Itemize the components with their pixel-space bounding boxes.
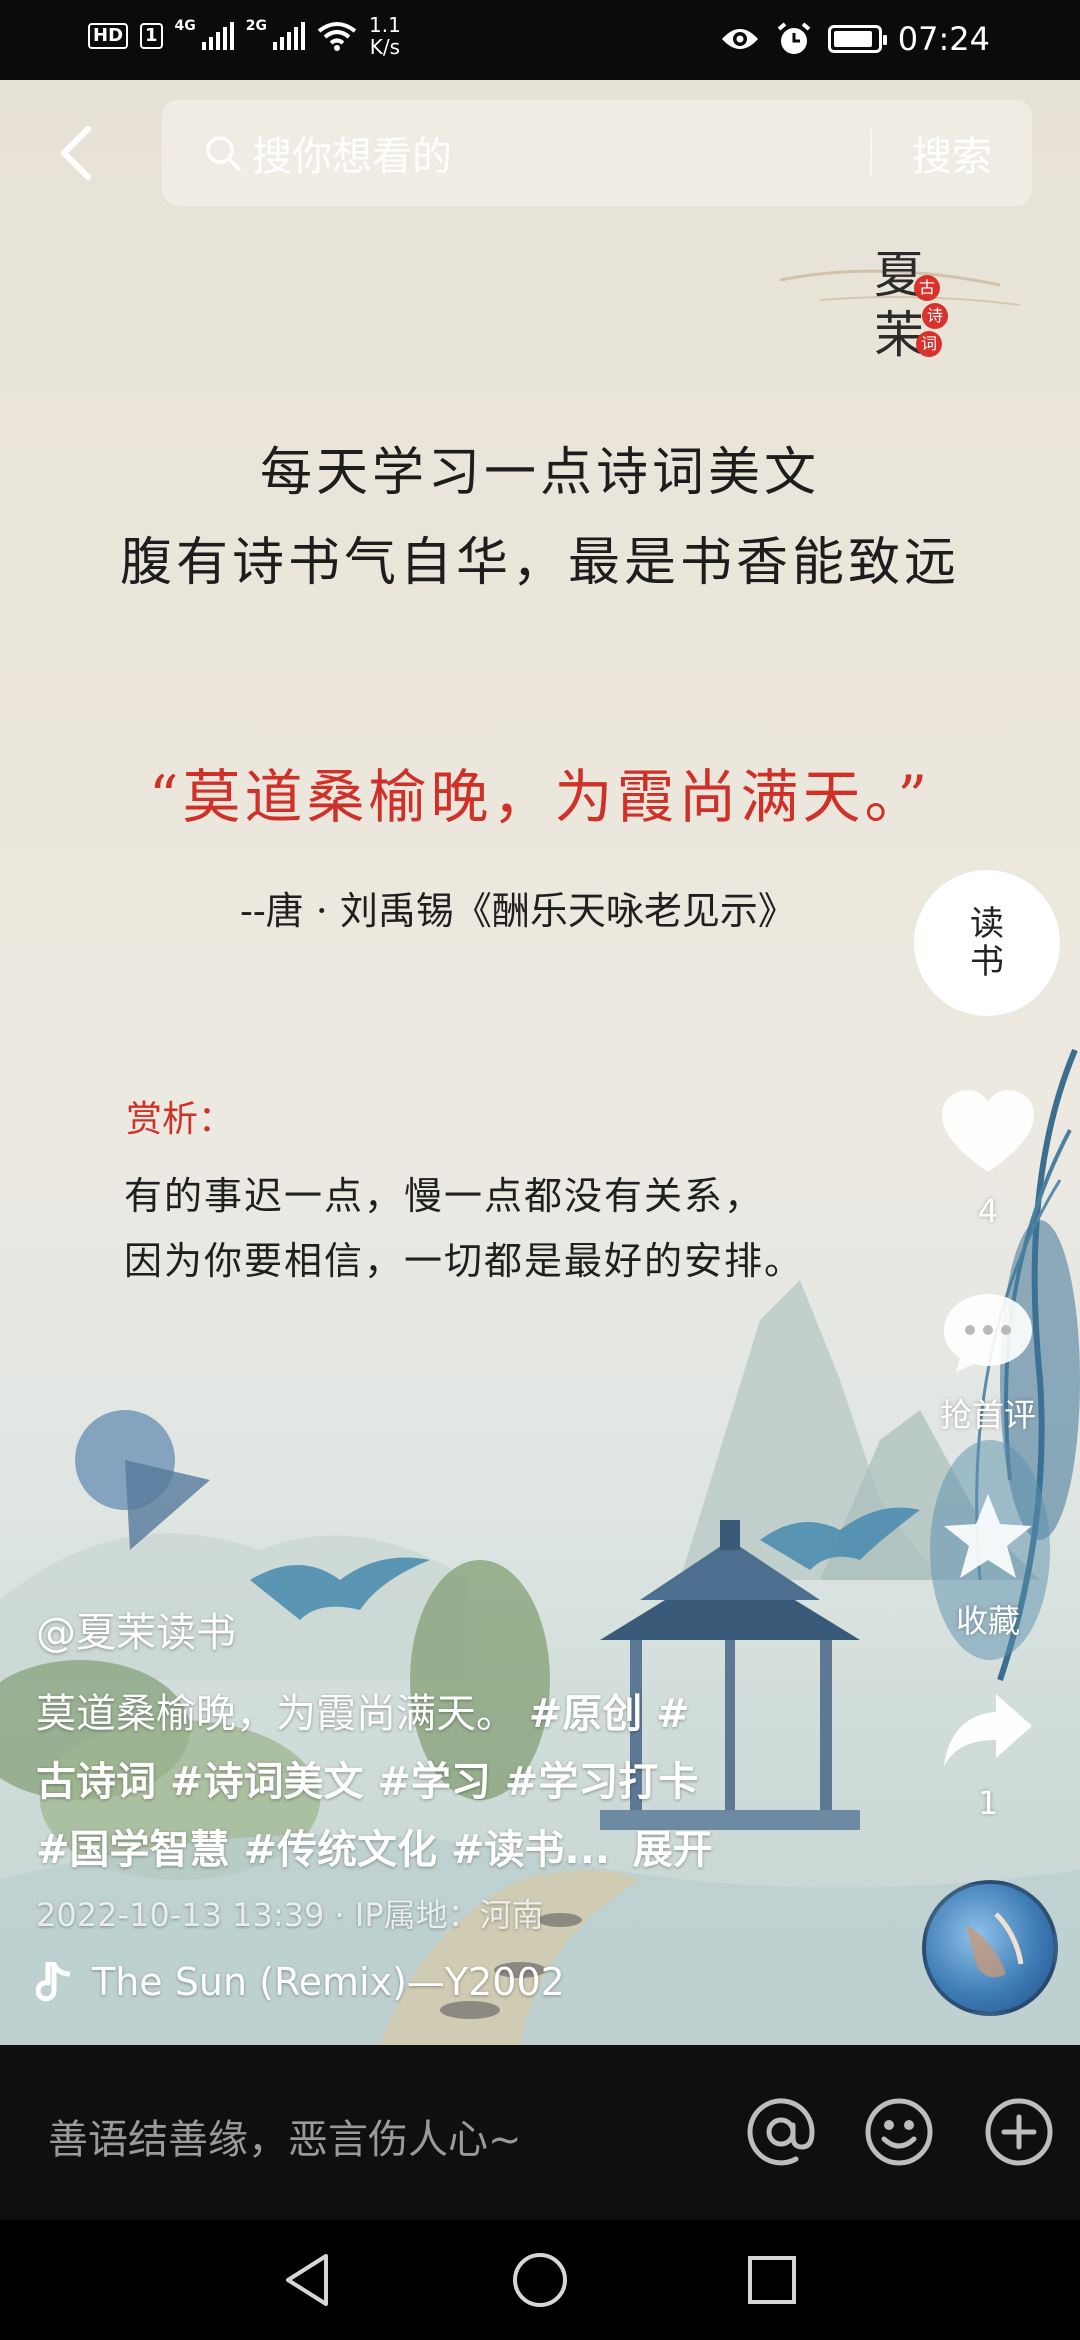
nav-back-icon[interactable] (276, 2248, 340, 2312)
add-icon[interactable] (982, 2095, 1056, 2169)
hashtags-1[interactable]: #原创 # (528, 1691, 690, 1737)
music-info[interactable]: The Sun (Remix)—Y2002 (36, 1960, 565, 2004)
share-button[interactable]: 1 (930, 1690, 1046, 1822)
nav-home-icon[interactable] (508, 2248, 572, 2312)
analysis-line-1: 有的事迟一点，慢一点都没有关系， (124, 1174, 765, 1218)
logo-seal-1: 古 (914, 275, 940, 301)
clock: 07:24 (897, 20, 990, 58)
status-right: 07:24 (720, 20, 990, 58)
comment-input[interactable]: 善语结善缘，恶言伤人心~ (48, 2117, 522, 2163)
landscape-illustration (0, 269, 1080, 2045)
heart-icon (942, 1090, 1034, 1172)
favorite-label: 收藏 (955, 1602, 1020, 1640)
music-title: The Sun (Remix)—Y2002 (92, 1960, 565, 2004)
emoji-icon[interactable] (862, 2095, 936, 2169)
favorite-button[interactable]: 收藏 (930, 1490, 1046, 1642)
poem-quote: “莫道桑榆晚，为霞尚满天。” (148, 763, 932, 831)
comment-button[interactable]: 抢首评 (930, 1290, 1046, 1436)
signal-icon-2 (273, 22, 306, 50)
status-bar: HD 1 4G 2G 1.1 K/s 07:24 (0, 0, 1080, 80)
wifi-icon (317, 22, 357, 51)
author-avatar[interactable]: 读书 (914, 870, 1060, 1016)
search-icon (206, 136, 241, 171)
top-bar: 搜你想看的 搜索 (0, 100, 1080, 210)
comment-label: 抢首评 (939, 1396, 1036, 1434)
system-nav-bar (0, 2220, 1080, 2340)
alarm-icon (777, 22, 811, 54)
analysis-line-2: 因为你要相信，一切都是最好的安排。 (124, 1239, 805, 1283)
music-disc[interactable] (922, 1880, 1058, 2016)
search-button[interactable]: 搜索 (912, 134, 992, 180)
logo-seal-2: 诗 (922, 303, 948, 329)
headline-line-1: 每天学习一点诗词美文 (259, 443, 820, 503)
network-speed: 1.1 K/s (369, 14, 401, 58)
search-divider (870, 129, 872, 177)
hashtags-2[interactable]: 古诗词 #诗词美文 #学习 #学习打卡 (36, 1759, 699, 1805)
hashtags-3[interactable]: #国学智慧 #传统文化 #读书... (36, 1827, 610, 1873)
headline-line-2: 腹有诗书气自华，最是书香能致远 (119, 533, 960, 593)
network-type-1: 4G (174, 18, 196, 34)
expand-button[interactable]: 展开 (632, 1827, 713, 1873)
video-player[interactable]: 搜你想看的 搜索 夏 茉 古 诗 词 每天学习一点诗词美文 腹有诗书气自华，最是… (0, 80, 1080, 2045)
post-timestamp: 2022-10-13 13:39 · IP属地：河南 (36, 1896, 544, 1934)
network-type-2: 2G (245, 18, 268, 34)
sim-badge: 1 (140, 23, 163, 49)
mention-icon[interactable] (744, 2095, 818, 2169)
search-box[interactable]: 搜你想看的 搜索 (162, 100, 1032, 206)
battery-fill (833, 31, 872, 47)
logo-seal-3: 词 (916, 331, 942, 357)
music-disc-art (966, 1912, 1024, 1978)
star-icon (944, 1494, 1032, 1578)
comment-bar: 善语结善缘，恶言伤人心~ (0, 2045, 1080, 2220)
hd-badge: HD (88, 23, 129, 49)
share-icon (944, 1694, 1032, 1766)
like-button[interactable]: 4 (930, 1088, 1046, 1230)
back-arrow-icon (61, 126, 91, 180)
avatar-text: 读书 (970, 904, 1004, 982)
speed-unit: K/s (369, 35, 401, 59)
like-count: 4 (977, 1192, 999, 1230)
status-left: HD 1 4G 2G 1.1 K/s (88, 14, 401, 58)
speed-value: 1.1 (369, 13, 401, 37)
author-username[interactable]: @夏茉读书 (36, 1610, 236, 1656)
description-line-1: 莫道桑榆晚，为霞尚满天。 #原创 # (36, 1680, 796, 1748)
poem-attribution: --唐 · 刘禹锡《酬乐天咏老见示》 (240, 889, 796, 933)
signal-icon-1 (201, 22, 234, 50)
analysis-title: 赏析： (126, 1099, 235, 1140)
video-description[interactable]: 莫道桑榆晚，为霞尚满天。 #原创 # 古诗词 #诗词美文 #学习 #学习打卡 #… (36, 1680, 796, 1884)
logo-char-2: 茉 (874, 306, 924, 364)
comment-icon (944, 1294, 1032, 1372)
music-note-icon (36, 1962, 71, 2002)
nav-recent-icon[interactable] (740, 2248, 804, 2312)
back-button[interactable] (46, 118, 106, 188)
battery-icon (827, 25, 887, 53)
description-text: 莫道桑榆晚，为霞尚满天。 (36, 1691, 516, 1737)
eye-icon (721, 29, 758, 49)
channel-logo: 夏 茉 古 诗 词 (780, 235, 1020, 385)
share-count: 1 (977, 1784, 999, 1822)
description-line-3: #国学智慧 #传统文化 #读书... 展开 (36, 1816, 796, 1884)
search-input[interactable]: 搜你想看的 (252, 134, 452, 180)
